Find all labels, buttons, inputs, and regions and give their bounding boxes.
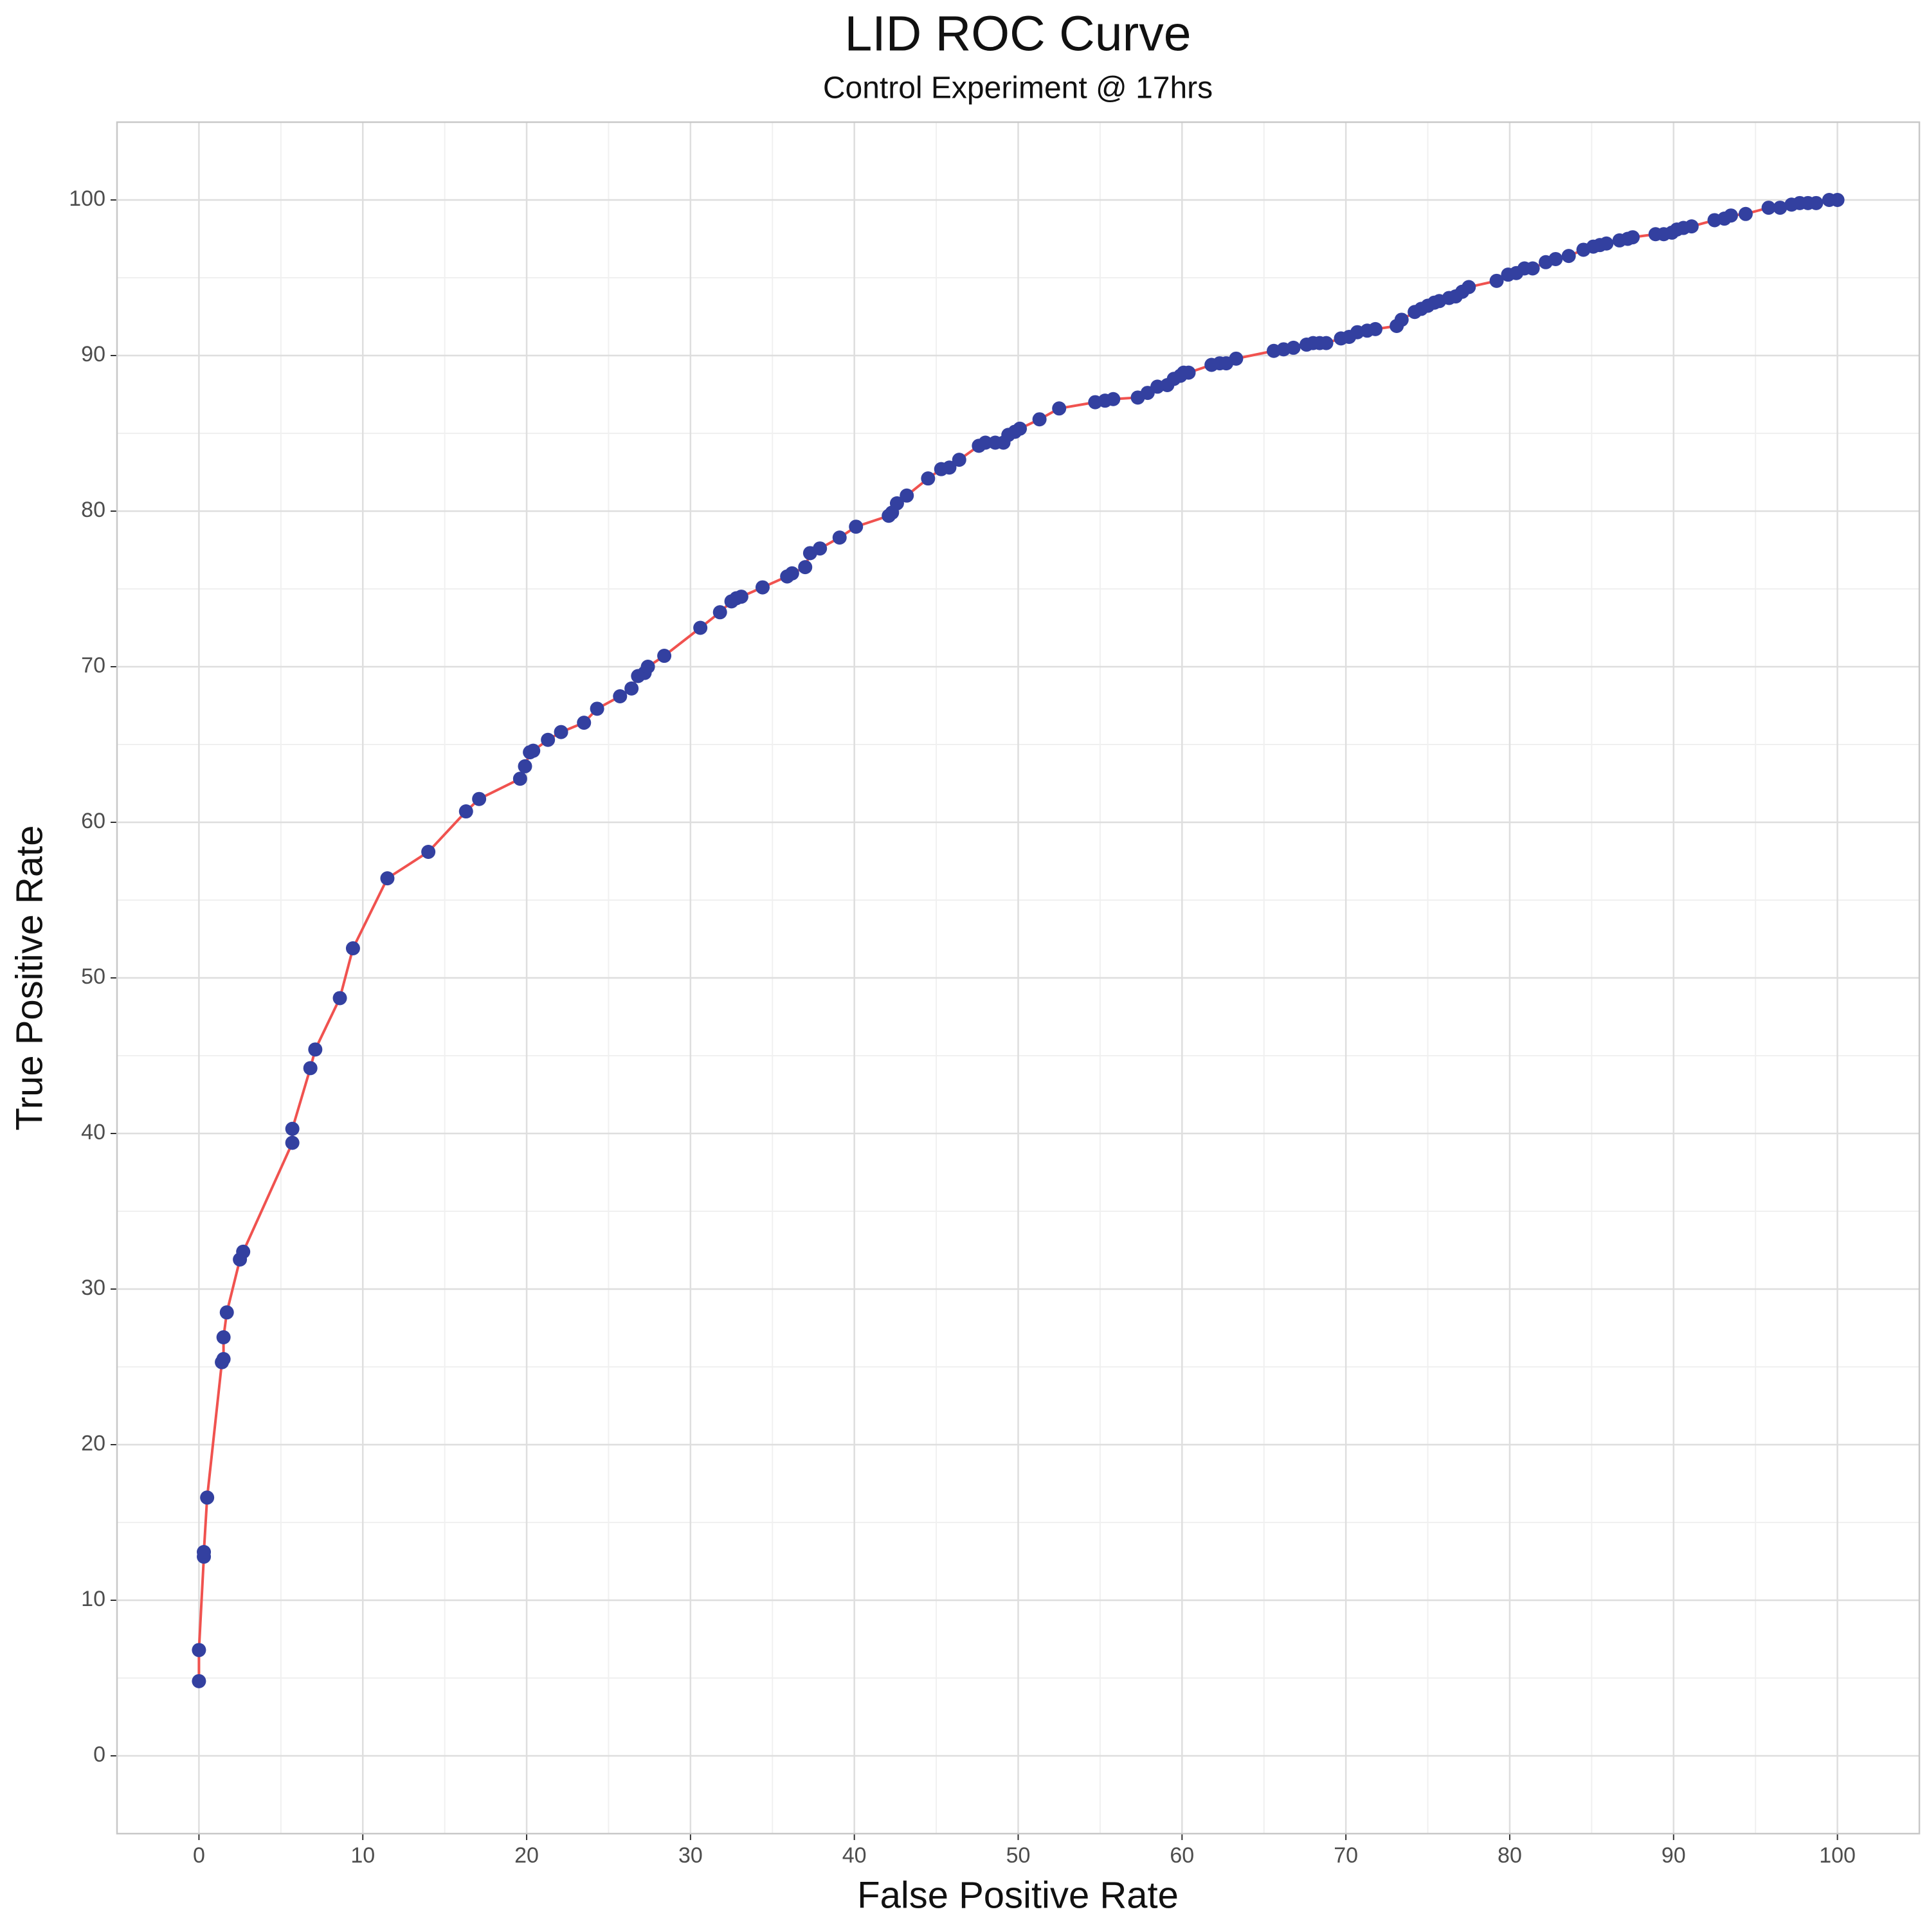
point <box>1052 401 1067 416</box>
point <box>518 759 532 773</box>
point <box>1773 201 1788 215</box>
y-tick-label: 30 <box>81 1276 105 1300</box>
y-axis-title: True Positive Rate <box>8 826 50 1131</box>
x-tick-label: 60 <box>1170 1843 1194 1868</box>
x-tick-label: 80 <box>1498 1843 1522 1868</box>
x-tick-label: 50 <box>1006 1843 1031 1868</box>
point <box>1229 351 1244 366</box>
y-tick-label: 10 <box>81 1587 105 1611</box>
point <box>613 689 628 703</box>
point <box>1181 365 1196 380</box>
point <box>1738 206 1753 221</box>
point <box>1684 219 1699 234</box>
point <box>197 1544 212 1559</box>
x-tick-label: 10 <box>350 1843 375 1868</box>
point <box>1561 249 1576 264</box>
point <box>1489 273 1504 288</box>
point <box>734 590 748 604</box>
point <box>657 649 672 664</box>
x-tick-label: 30 <box>678 1843 703 1868</box>
y-tick-label: 60 <box>81 809 105 833</box>
x-tick-label: 20 <box>514 1843 539 1868</box>
point <box>577 716 592 730</box>
point <box>798 560 813 575</box>
x-tick-label: 40 <box>842 1843 867 1868</box>
point <box>1368 321 1383 336</box>
point <box>693 620 708 635</box>
point <box>1013 421 1028 436</box>
point <box>1723 208 1738 223</box>
x-tick-label: 0 <box>193 1843 205 1868</box>
point <box>512 772 527 786</box>
point <box>216 1351 231 1366</box>
y-tick-label: 70 <box>81 653 105 678</box>
point <box>285 1121 300 1136</box>
point <box>755 580 770 595</box>
point <box>1761 201 1776 215</box>
x-tick-label: 100 <box>1819 1843 1856 1868</box>
point <box>554 725 568 739</box>
point <box>1106 392 1121 406</box>
point <box>900 488 914 503</box>
point <box>219 1305 234 1320</box>
point <box>889 496 904 510</box>
point <box>472 791 487 806</box>
y-tick-label: 90 <box>81 342 105 366</box>
point <box>236 1244 251 1259</box>
point <box>813 541 828 556</box>
point <box>1599 236 1614 251</box>
point <box>458 804 473 819</box>
point <box>308 1042 323 1057</box>
point <box>590 701 604 716</box>
point <box>1032 412 1047 427</box>
x-tick-label: 90 <box>1662 1843 1686 1868</box>
point <box>1286 340 1301 355</box>
plot-border <box>116 121 1921 1835</box>
point <box>421 844 436 859</box>
point <box>1626 230 1640 245</box>
point <box>712 605 727 620</box>
x-axis-title: False Positive Rate <box>857 1874 1179 1916</box>
y-tick-label: 40 <box>81 1120 105 1144</box>
point <box>200 1490 215 1505</box>
point <box>1809 195 1824 210</box>
y-tick-label: 100 <box>69 186 105 211</box>
point <box>952 453 966 467</box>
point <box>921 471 936 486</box>
x-tick-label: 70 <box>1334 1843 1358 1868</box>
point <box>285 1135 300 1150</box>
point <box>192 1674 206 1688</box>
chart-title: LID ROC Curve <box>844 6 1191 61</box>
point <box>345 941 360 956</box>
y-tick-label: 0 <box>93 1742 105 1767</box>
point <box>1319 336 1334 350</box>
point <box>832 530 847 545</box>
point <box>1525 261 1540 276</box>
y-tick-label: 50 <box>81 964 105 989</box>
point <box>624 681 639 696</box>
point <box>216 1330 231 1345</box>
point <box>640 660 655 674</box>
point <box>849 519 864 534</box>
chart-subtitle: Control Experiment @ 17hrs <box>823 71 1213 105</box>
point <box>1462 280 1476 294</box>
point <box>942 460 957 475</box>
y-tick-label: 20 <box>81 1431 105 1456</box>
y-tick-label: 80 <box>81 498 105 522</box>
point <box>1548 251 1563 266</box>
point <box>978 435 993 450</box>
point <box>380 871 395 886</box>
point <box>526 743 541 758</box>
point <box>784 566 799 581</box>
point <box>1394 312 1409 327</box>
point <box>303 1061 318 1076</box>
point <box>332 991 347 1006</box>
point <box>541 732 556 747</box>
point <box>192 1643 206 1657</box>
point <box>1830 193 1845 207</box>
